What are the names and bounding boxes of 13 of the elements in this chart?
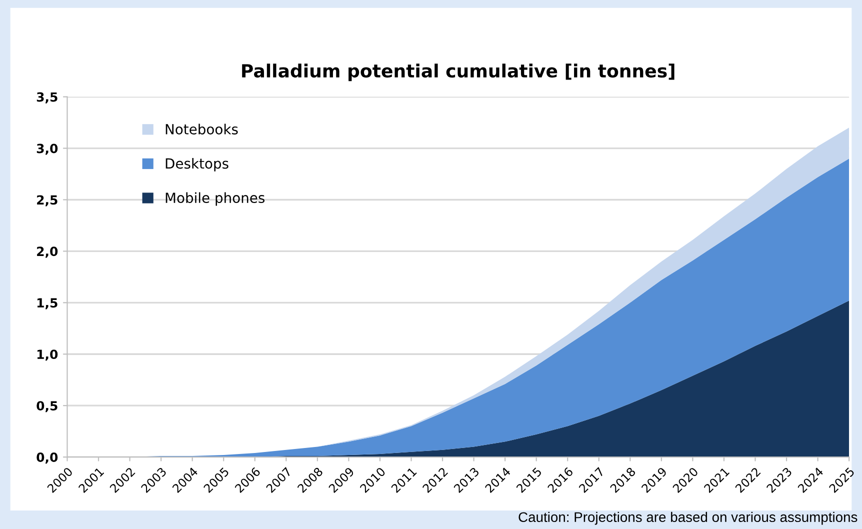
y-tick-label: 0,0 [36, 452, 58, 464]
legend-label: Mobile phones [166, 192, 264, 206]
chart-title: Palladium potential cumulative [in tonnes] [242, 64, 674, 82]
y-tick-label: 0,5 [36, 401, 58, 412]
y-tick-label: 2,0 [37, 246, 58, 258]
legend-label: Notebooks [166, 124, 238, 134]
y-tick-label: 1,0 [37, 350, 58, 361]
text: Caution: Projections are based on various assumptions [518, 512, 858, 525]
y-tick-label: 3,5 [36, 92, 58, 104]
y-tick-label: 2,5 [37, 195, 58, 206]
legend-label: Desktops [166, 158, 228, 172]
y-tick-label: 1,5 [37, 298, 58, 310]
y-tick-label: 3,0 [36, 144, 58, 155]
